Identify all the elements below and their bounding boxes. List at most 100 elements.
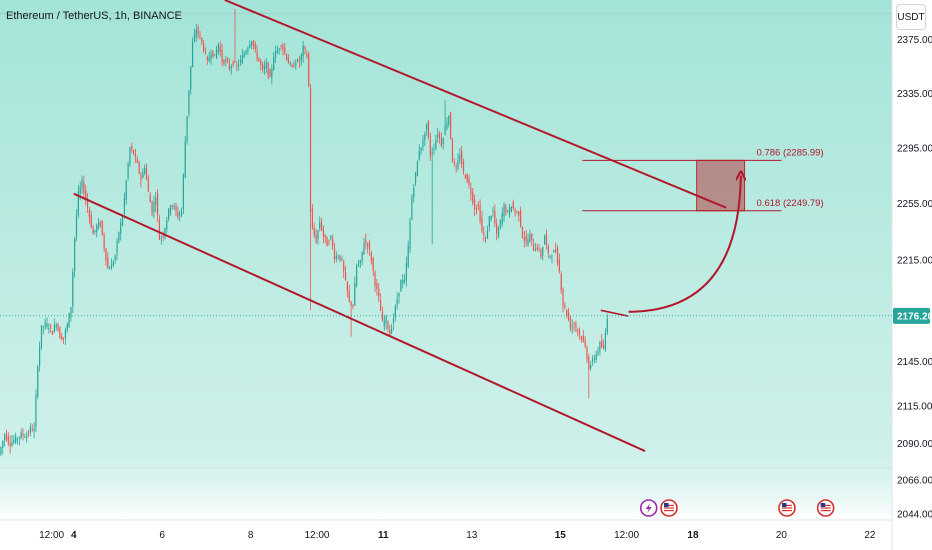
candle-body (376, 283, 378, 289)
candle-body (136, 159, 138, 163)
candle-body (368, 242, 371, 251)
candle-body (437, 134, 439, 138)
candle-body (13, 440, 15, 443)
candle-body (435, 140, 437, 149)
candle-body (147, 178, 149, 192)
candle-body (597, 350, 599, 354)
candle-body (573, 323, 575, 325)
candle-body (367, 243, 369, 247)
candle-body (214, 54, 216, 56)
candle-body (223, 59, 225, 64)
price-tick-label: 2145.00 (897, 357, 932, 368)
candle-body (392, 318, 395, 324)
us-flag-icon[interactable] (816, 499, 835, 517)
candle-body (250, 41, 253, 46)
us-flag-icon[interactable] (778, 499, 796, 517)
candle-body (407, 245, 409, 267)
candle-body (97, 222, 100, 228)
candle-body (15, 436, 17, 443)
time-axis-panel (0, 520, 892, 550)
candle-body (20, 432, 22, 438)
candle-body (103, 235, 105, 249)
candle-body (109, 268, 111, 270)
symbol-title: Ethereum / TetherUS, 1h, BINANCE (6, 10, 182, 22)
candle-body (523, 237, 525, 241)
candle-body (453, 162, 455, 164)
candle-body (424, 134, 426, 140)
candle-body (488, 216, 490, 228)
candle-body (57, 324, 59, 331)
candle-body (472, 191, 474, 203)
candle-body (121, 216, 124, 226)
current-price-label: 2176.20 (897, 311, 932, 322)
candle-body (173, 205, 175, 207)
candle-body (308, 53, 310, 87)
candle-body (278, 48, 280, 50)
candle-body (0, 447, 2, 455)
candle-body (357, 263, 360, 266)
candle-body (510, 206, 513, 212)
price-tick-label: 2335.00 (897, 89, 932, 100)
candle-body (276, 50, 278, 54)
candle-body (116, 241, 118, 254)
candle-body (120, 222, 122, 234)
lightning-icon[interactable] (639, 499, 658, 517)
target-zone (696, 159, 746, 212)
candle-body (562, 289, 564, 306)
candle-body (151, 201, 153, 215)
candle-body (527, 239, 529, 246)
candle-body (448, 115, 450, 124)
candle-body (249, 45, 251, 48)
candle-body (99, 222, 102, 225)
candle-body (514, 209, 516, 213)
candle-body (107, 258, 109, 269)
candle-body (114, 255, 116, 260)
candle-body (352, 305, 354, 307)
candle-body (282, 45, 284, 50)
candle-body (241, 55, 243, 64)
candle-body (402, 279, 404, 284)
candle-body (72, 272, 74, 307)
candle-body (298, 61, 301, 63)
candle-body (85, 190, 87, 200)
candle-body (317, 230, 319, 239)
candle-body (381, 311, 384, 321)
candle-body (450, 112, 452, 139)
candle-body (575, 323, 577, 328)
candle-body (405, 262, 407, 280)
candle-body (359, 260, 361, 264)
candle-body (553, 250, 555, 253)
candle-body (521, 227, 524, 238)
candle-body (5, 433, 8, 441)
time-tick-label: 6 (159, 530, 165, 541)
candle-body (540, 250, 542, 257)
candle-body (134, 154, 137, 157)
projection-arrow (628, 176, 740, 313)
candle-body (180, 210, 183, 216)
candle-body (53, 325, 55, 332)
candle-body (529, 234, 531, 242)
candle-body (48, 328, 50, 330)
candle-body (520, 210, 522, 227)
candle-body (332, 238, 334, 247)
candle-body (61, 335, 63, 340)
candle-body (274, 51, 277, 58)
candle-body (409, 221, 411, 250)
time-tick-label: 22 (864, 530, 876, 541)
candle-body (238, 64, 240, 67)
candle-body (354, 283, 356, 306)
candle-body (83, 182, 85, 194)
candle-body (551, 256, 553, 258)
candle-body (127, 163, 129, 179)
candle-body (162, 236, 164, 237)
candle-body (184, 141, 186, 178)
candle-body (497, 227, 500, 238)
candle-body (59, 327, 61, 339)
us-flag-icon[interactable] (660, 499, 678, 517)
candle-body (564, 305, 566, 308)
currency-button[interactable]: USDT (896, 4, 926, 30)
candle-body (363, 242, 365, 255)
candle-body (595, 354, 597, 361)
